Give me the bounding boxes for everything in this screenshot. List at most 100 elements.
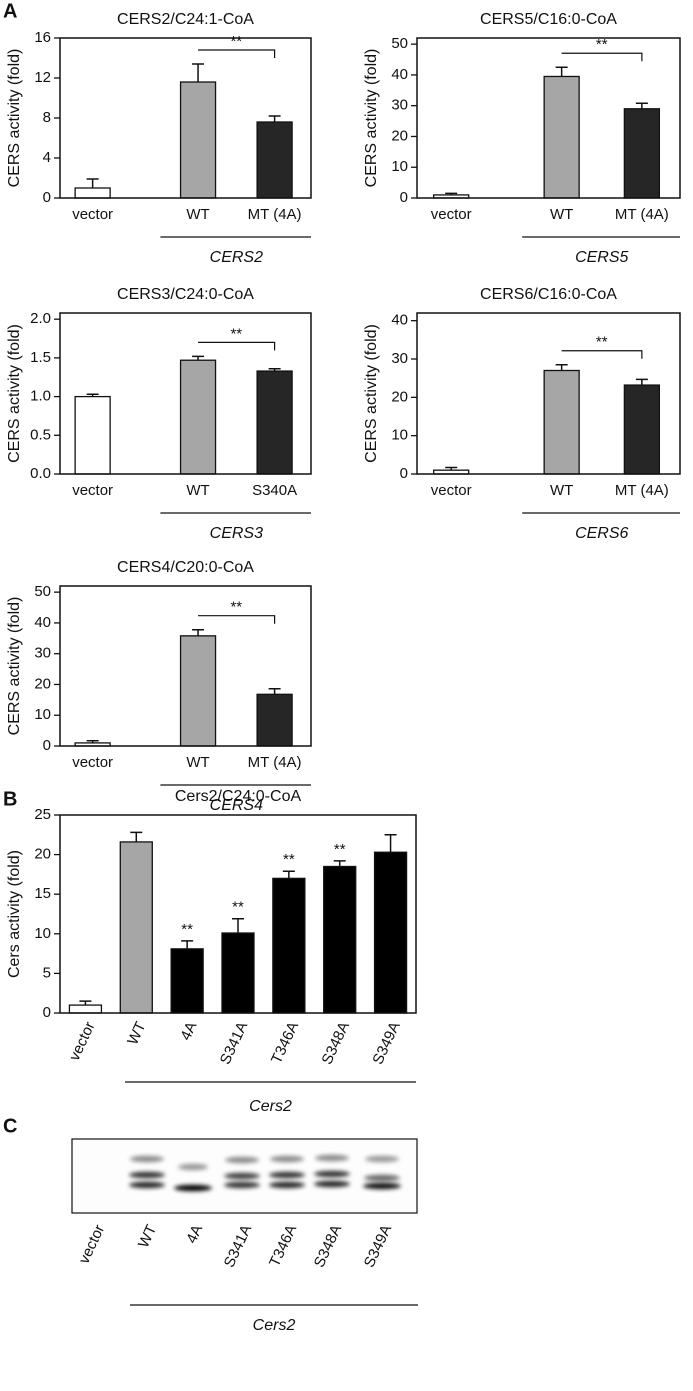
plot-frame xyxy=(416,37,681,199)
bar xyxy=(272,877,306,1014)
blot-band xyxy=(224,1172,260,1180)
y-tick-label: 0 xyxy=(43,1004,51,1021)
y-tick-label: 0 xyxy=(400,189,408,206)
error-bar xyxy=(86,178,99,188)
blot-band xyxy=(129,1171,165,1179)
x-tick-label: S348A xyxy=(318,1019,352,1067)
error-bar xyxy=(79,1000,92,1006)
y-tick-label: 20 xyxy=(391,388,408,405)
x-tick-label: WT xyxy=(124,1019,149,1047)
error-bar xyxy=(333,860,346,867)
bar xyxy=(179,81,217,199)
y-tick-label: 10 xyxy=(391,427,408,444)
y-axis-label: CERS activity (fold) xyxy=(6,597,23,736)
y-tick-label: 0 xyxy=(400,465,408,482)
error-bar xyxy=(192,628,205,636)
bar xyxy=(373,851,408,1014)
x-tick-label: WT xyxy=(186,754,209,771)
significance: ** xyxy=(181,921,193,938)
panel-label: B xyxy=(3,788,17,810)
y-tick-label: 30 xyxy=(391,97,408,114)
x-tick-label: WT xyxy=(186,482,209,499)
significance: ** xyxy=(596,334,608,351)
bar xyxy=(170,948,204,1014)
y-tick-label: 20 xyxy=(391,127,408,144)
y-tick-label: 5 xyxy=(43,964,51,981)
x-tick-label: WT xyxy=(550,482,573,499)
x-tick-label: vector xyxy=(72,206,113,223)
blot-band xyxy=(130,1155,164,1163)
lane-label: S348A xyxy=(311,1222,345,1270)
y-tick-label: 0.0 xyxy=(30,465,51,482)
y-tick-label: 0 xyxy=(43,189,51,206)
bar xyxy=(179,635,217,747)
y-tick-label: 12 xyxy=(34,69,51,86)
y-tick-label: 30 xyxy=(34,645,51,662)
lane-label: vector xyxy=(76,1222,109,1266)
y-tick-label: 40 xyxy=(391,66,408,83)
group-label: Cers2 xyxy=(253,1317,296,1334)
y-tick-label: 1.0 xyxy=(30,388,51,405)
blot-band xyxy=(270,1155,304,1163)
y-axis-label: CERS activity (fold) xyxy=(6,49,23,188)
x-tick-label: 4A xyxy=(177,1019,200,1043)
y-tick-label: 10 xyxy=(391,158,408,175)
y-axis-label: CERS activity (fold) xyxy=(363,49,380,188)
chart-title: CERS3/C24:0-CoA xyxy=(117,286,254,303)
chart-title: CERS4/C20:0-CoA xyxy=(117,559,254,576)
blot-band xyxy=(224,1181,260,1189)
group-label: CERS4 xyxy=(210,797,263,814)
x-tick-label: MT (4A) xyxy=(248,206,302,223)
x-tick-label: vector xyxy=(72,482,113,499)
blot-band xyxy=(314,1170,350,1178)
group-label: CERS5 xyxy=(575,249,628,266)
blot-band xyxy=(363,1182,401,1190)
y-tick-label: 50 xyxy=(34,583,51,600)
x-tick-label: MT (4A) xyxy=(615,482,669,499)
y-tick-label: 8 xyxy=(43,109,51,126)
blot-band xyxy=(314,1180,350,1188)
error-bar xyxy=(384,834,397,853)
group-label: CERS2 xyxy=(210,249,263,266)
y-tick-label: 1.5 xyxy=(30,349,51,366)
chart-title: CERS2/C24:1-CoA xyxy=(117,11,254,28)
x-tick-label: S349A xyxy=(369,1019,403,1067)
significance-bracket xyxy=(198,615,276,624)
bar xyxy=(323,865,357,1014)
y-tick-label: 16 xyxy=(34,29,51,46)
y-tick-label: 2.0 xyxy=(30,310,51,327)
blot-band xyxy=(364,1174,400,1182)
error-bar xyxy=(181,940,194,949)
group-label: Cers2 xyxy=(249,1098,292,1115)
x-tick-label: S341A xyxy=(217,1019,251,1067)
group-label: CERS6 xyxy=(575,525,628,542)
bar xyxy=(68,1004,103,1014)
group-label: CERS3 xyxy=(210,525,263,542)
y-tick-label: 40 xyxy=(391,312,408,329)
plot-frame xyxy=(416,312,681,475)
x-tick-label: T346A xyxy=(268,1019,302,1066)
panel-label: A xyxy=(3,0,17,22)
plot-frame xyxy=(59,814,417,1014)
significance-bracket xyxy=(198,341,276,351)
blot-band xyxy=(269,1171,305,1179)
y-axis-label: Cers activity (fold) xyxy=(6,850,23,978)
y-tick-label: 10 xyxy=(34,925,51,942)
y-axis-label: CERS activity (fold) xyxy=(6,324,23,463)
lane-label: T346A xyxy=(266,1222,300,1269)
significance: ** xyxy=(283,851,295,868)
significance: ** xyxy=(334,841,346,858)
bar xyxy=(179,359,217,475)
y-tick-label: 50 xyxy=(391,35,408,52)
plot-frame xyxy=(59,585,312,747)
lane-label: 4A xyxy=(183,1222,206,1246)
plot-frame xyxy=(59,37,312,199)
error-bar xyxy=(635,102,648,109)
significance: ** xyxy=(232,899,244,916)
error-bar xyxy=(635,378,648,386)
lane-label: WT xyxy=(135,1222,160,1250)
bar xyxy=(543,75,580,199)
error-bar xyxy=(268,115,281,122)
